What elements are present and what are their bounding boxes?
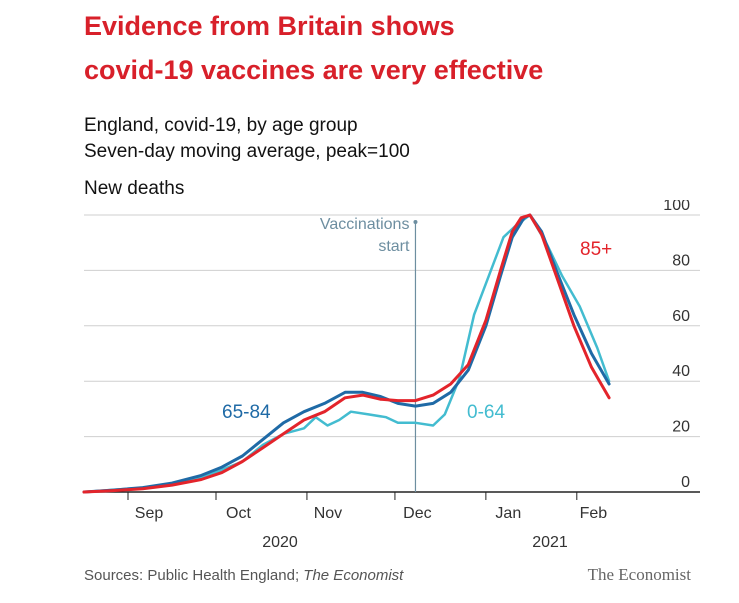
y-tick-label-80: 80: [672, 252, 690, 269]
chart-subtitle: England, covid-19, by age group Seven-da…: [84, 113, 410, 165]
headline-line-2: covid-19 vaccines are very effective: [84, 55, 544, 85]
y-tick-label-100: 100: [663, 200, 690, 214]
series-line-0-64: [82, 213, 611, 494]
series-label-65-84: 65-84: [222, 402, 271, 423]
x-tick-label-jan: Jan: [495, 505, 521, 522]
source-note: Sources: Public Health England; The Econ…: [84, 567, 403, 584]
year-label-2020: 2020: [262, 534, 298, 551]
brand-logo: The Economist: [587, 565, 691, 584]
vaccination-label-line-2: start: [378, 238, 410, 255]
y-tick-label-60: 60: [672, 308, 690, 325]
x-tick-label-dec: Dec: [403, 505, 431, 522]
series-line-85plus: [82, 213, 611, 494]
x-tick-label-feb: Feb: [580, 505, 608, 522]
y-tick-label-40: 40: [672, 363, 690, 380]
headline-line-1: Evidence from Britain shows: [84, 11, 455, 41]
series-label-0-64: 0-64: [467, 402, 505, 423]
headline: Evidence from Britain shows covid-19 vac…: [84, 4, 724, 92]
series-line-65-84: [82, 213, 611, 494]
series-label-85plus: 85+: [580, 239, 612, 260]
year-label-2021: 2021: [532, 534, 568, 551]
vaccination-marker: [413, 220, 418, 224]
x-tick-label-sep: Sep: [135, 505, 164, 522]
vaccination-label-line-1: Vaccinations: [320, 216, 410, 233]
source-italic: The Economist: [303, 567, 404, 584]
y-tick-label-0: 0: [681, 474, 690, 491]
x-tick-label-nov: Nov: [314, 505, 342, 522]
subtitle-line-1: England, covid-19, by age group: [84, 115, 358, 136]
y-tick-label-20: 20: [672, 419, 690, 436]
source-prefix: Sources: Public Health England;: [84, 567, 304, 584]
x-tick-label-oct: Oct: [226, 505, 251, 522]
subtitle-line-2: Seven-day moving average, peak=100: [84, 141, 410, 162]
panel-title: New deaths: [84, 178, 185, 199]
line-chart: 0 20 40 60 80 100 Sep Oct Nov Dec Jan Feb 2020 2021 Va…: [82, 200, 700, 551]
